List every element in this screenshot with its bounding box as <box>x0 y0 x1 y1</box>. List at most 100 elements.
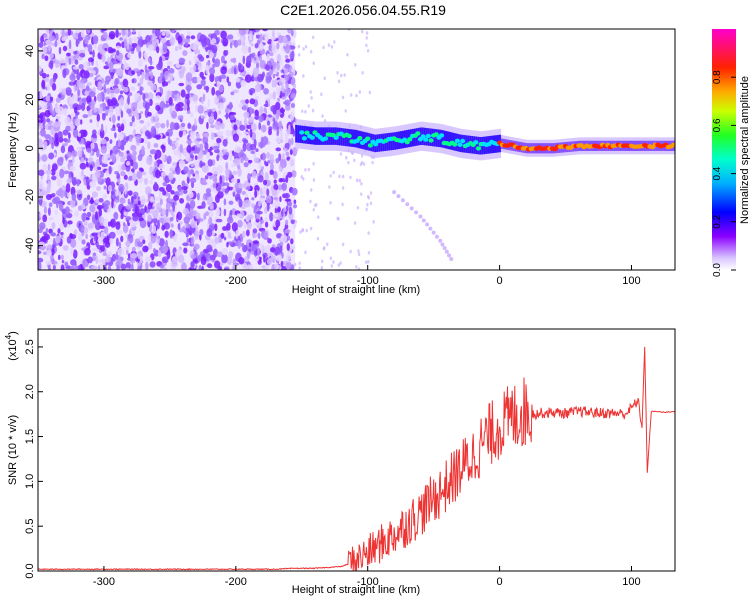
noise-speckle <box>257 247 260 257</box>
noise-speckle <box>90 136 98 143</box>
noise-speckle <box>116 173 121 179</box>
noise-speckle <box>117 67 124 77</box>
noise-speckle <box>64 116 71 126</box>
noise-speckle <box>271 79 276 88</box>
noise-speckle <box>63 138 68 142</box>
noise-speckle <box>159 198 163 206</box>
x-tick-label: -100 <box>357 576 379 588</box>
noise-speckle <box>209 254 216 261</box>
noise-speckle <box>191 146 196 151</box>
noise-speckle <box>60 145 66 154</box>
sparse-speckle <box>339 152 343 156</box>
noise-speckle <box>81 102 86 112</box>
noise-speckle <box>245 264 253 270</box>
noise-speckle <box>42 251 48 256</box>
noise-speckle <box>258 55 262 62</box>
noise-speckle <box>264 33 269 43</box>
noise-speckle <box>144 64 148 74</box>
noise-speckle <box>254 109 259 117</box>
noise-speckle <box>86 211 92 218</box>
noise-speckle <box>254 255 260 262</box>
noise-speckle <box>171 106 175 111</box>
noise-speckle <box>73 229 78 236</box>
noise-speckle <box>55 136 59 145</box>
noise-speckle <box>257 73 264 83</box>
noise-speckle <box>41 154 48 162</box>
noise-speckle <box>136 100 144 110</box>
noise-speckle <box>201 265 204 270</box>
signal-core <box>301 136 308 141</box>
noise-speckle <box>286 128 291 135</box>
noise-speckle <box>166 94 170 99</box>
noise-speckle <box>258 115 264 123</box>
noise-speckle <box>276 254 283 262</box>
noise-speckle <box>259 33 263 43</box>
noise-speckle <box>284 90 289 97</box>
noise-speckle <box>154 196 161 201</box>
noise-speckle <box>114 79 119 87</box>
noise-speckle <box>130 102 138 111</box>
noise-speckle <box>205 86 209 93</box>
noise-speckle <box>98 198 104 203</box>
noise-speckle <box>162 181 168 187</box>
noise-speckle <box>178 130 183 138</box>
sparse-speckle <box>304 44 308 49</box>
sparse-speckle <box>365 43 368 48</box>
sparse-speckle <box>336 71 339 75</box>
noise-speckle <box>134 205 140 215</box>
signal-core <box>333 135 339 140</box>
noise-speckle <box>244 199 251 208</box>
noise-speckle <box>213 110 218 120</box>
noise-speckle <box>143 136 148 144</box>
noise-speckle <box>125 136 130 141</box>
noise-speckle <box>144 72 149 81</box>
sparse-speckle <box>356 205 360 210</box>
noise-speckle <box>167 65 171 69</box>
noise-speckle <box>230 91 235 96</box>
noise-speckle <box>54 59 60 69</box>
noise-speckle <box>226 241 229 248</box>
noise-speckle <box>120 171 126 177</box>
noise-speckle <box>285 58 291 63</box>
noise-speckle <box>206 244 213 252</box>
noise-speckle <box>43 42 46 47</box>
noise-speckle <box>218 102 225 111</box>
noise-speckle <box>51 163 58 171</box>
noise-speckle <box>70 199 76 208</box>
noise-speckle <box>46 118 51 123</box>
noise-speckle <box>174 46 179 52</box>
noise-speckle <box>257 232 261 239</box>
noise-speckle <box>246 124 252 130</box>
noise-speckle <box>249 242 252 248</box>
noise-speckle <box>48 35 56 42</box>
noise-speckle <box>45 193 52 201</box>
noise-speckle <box>197 66 203 71</box>
noise-speckle <box>89 164 93 172</box>
sparse-speckle <box>337 217 340 221</box>
colorbar-tick-label: 0.8 <box>712 70 723 84</box>
noise-speckle <box>262 187 266 197</box>
noise-speckle <box>75 189 83 195</box>
snr-marks <box>38 346 675 571</box>
noise-speckle <box>231 163 235 168</box>
noise-speckle <box>62 245 69 251</box>
noise-speckle <box>66 151 72 158</box>
secondary-track-point <box>400 198 405 203</box>
page-title: C2E1.2026.056.04.55.R19 <box>280 2 446 18</box>
noise-speckle <box>38 131 41 136</box>
noise-speckle <box>89 180 96 188</box>
noise-speckle <box>168 172 174 181</box>
noise-speckle <box>169 36 175 46</box>
noise-speckle <box>98 208 103 217</box>
noise-speckle <box>214 121 222 130</box>
noise-speckle <box>147 44 154 51</box>
noise-speckle <box>216 165 224 174</box>
noise-speckle <box>273 196 279 201</box>
noise-speckle <box>160 144 165 150</box>
noise-speckle <box>285 174 289 184</box>
noise-speckle <box>264 244 272 255</box>
sparse-speckle <box>297 52 301 57</box>
noise-speckle <box>237 132 242 138</box>
noise-speckle <box>182 50 188 56</box>
noise-speckle <box>87 157 94 163</box>
